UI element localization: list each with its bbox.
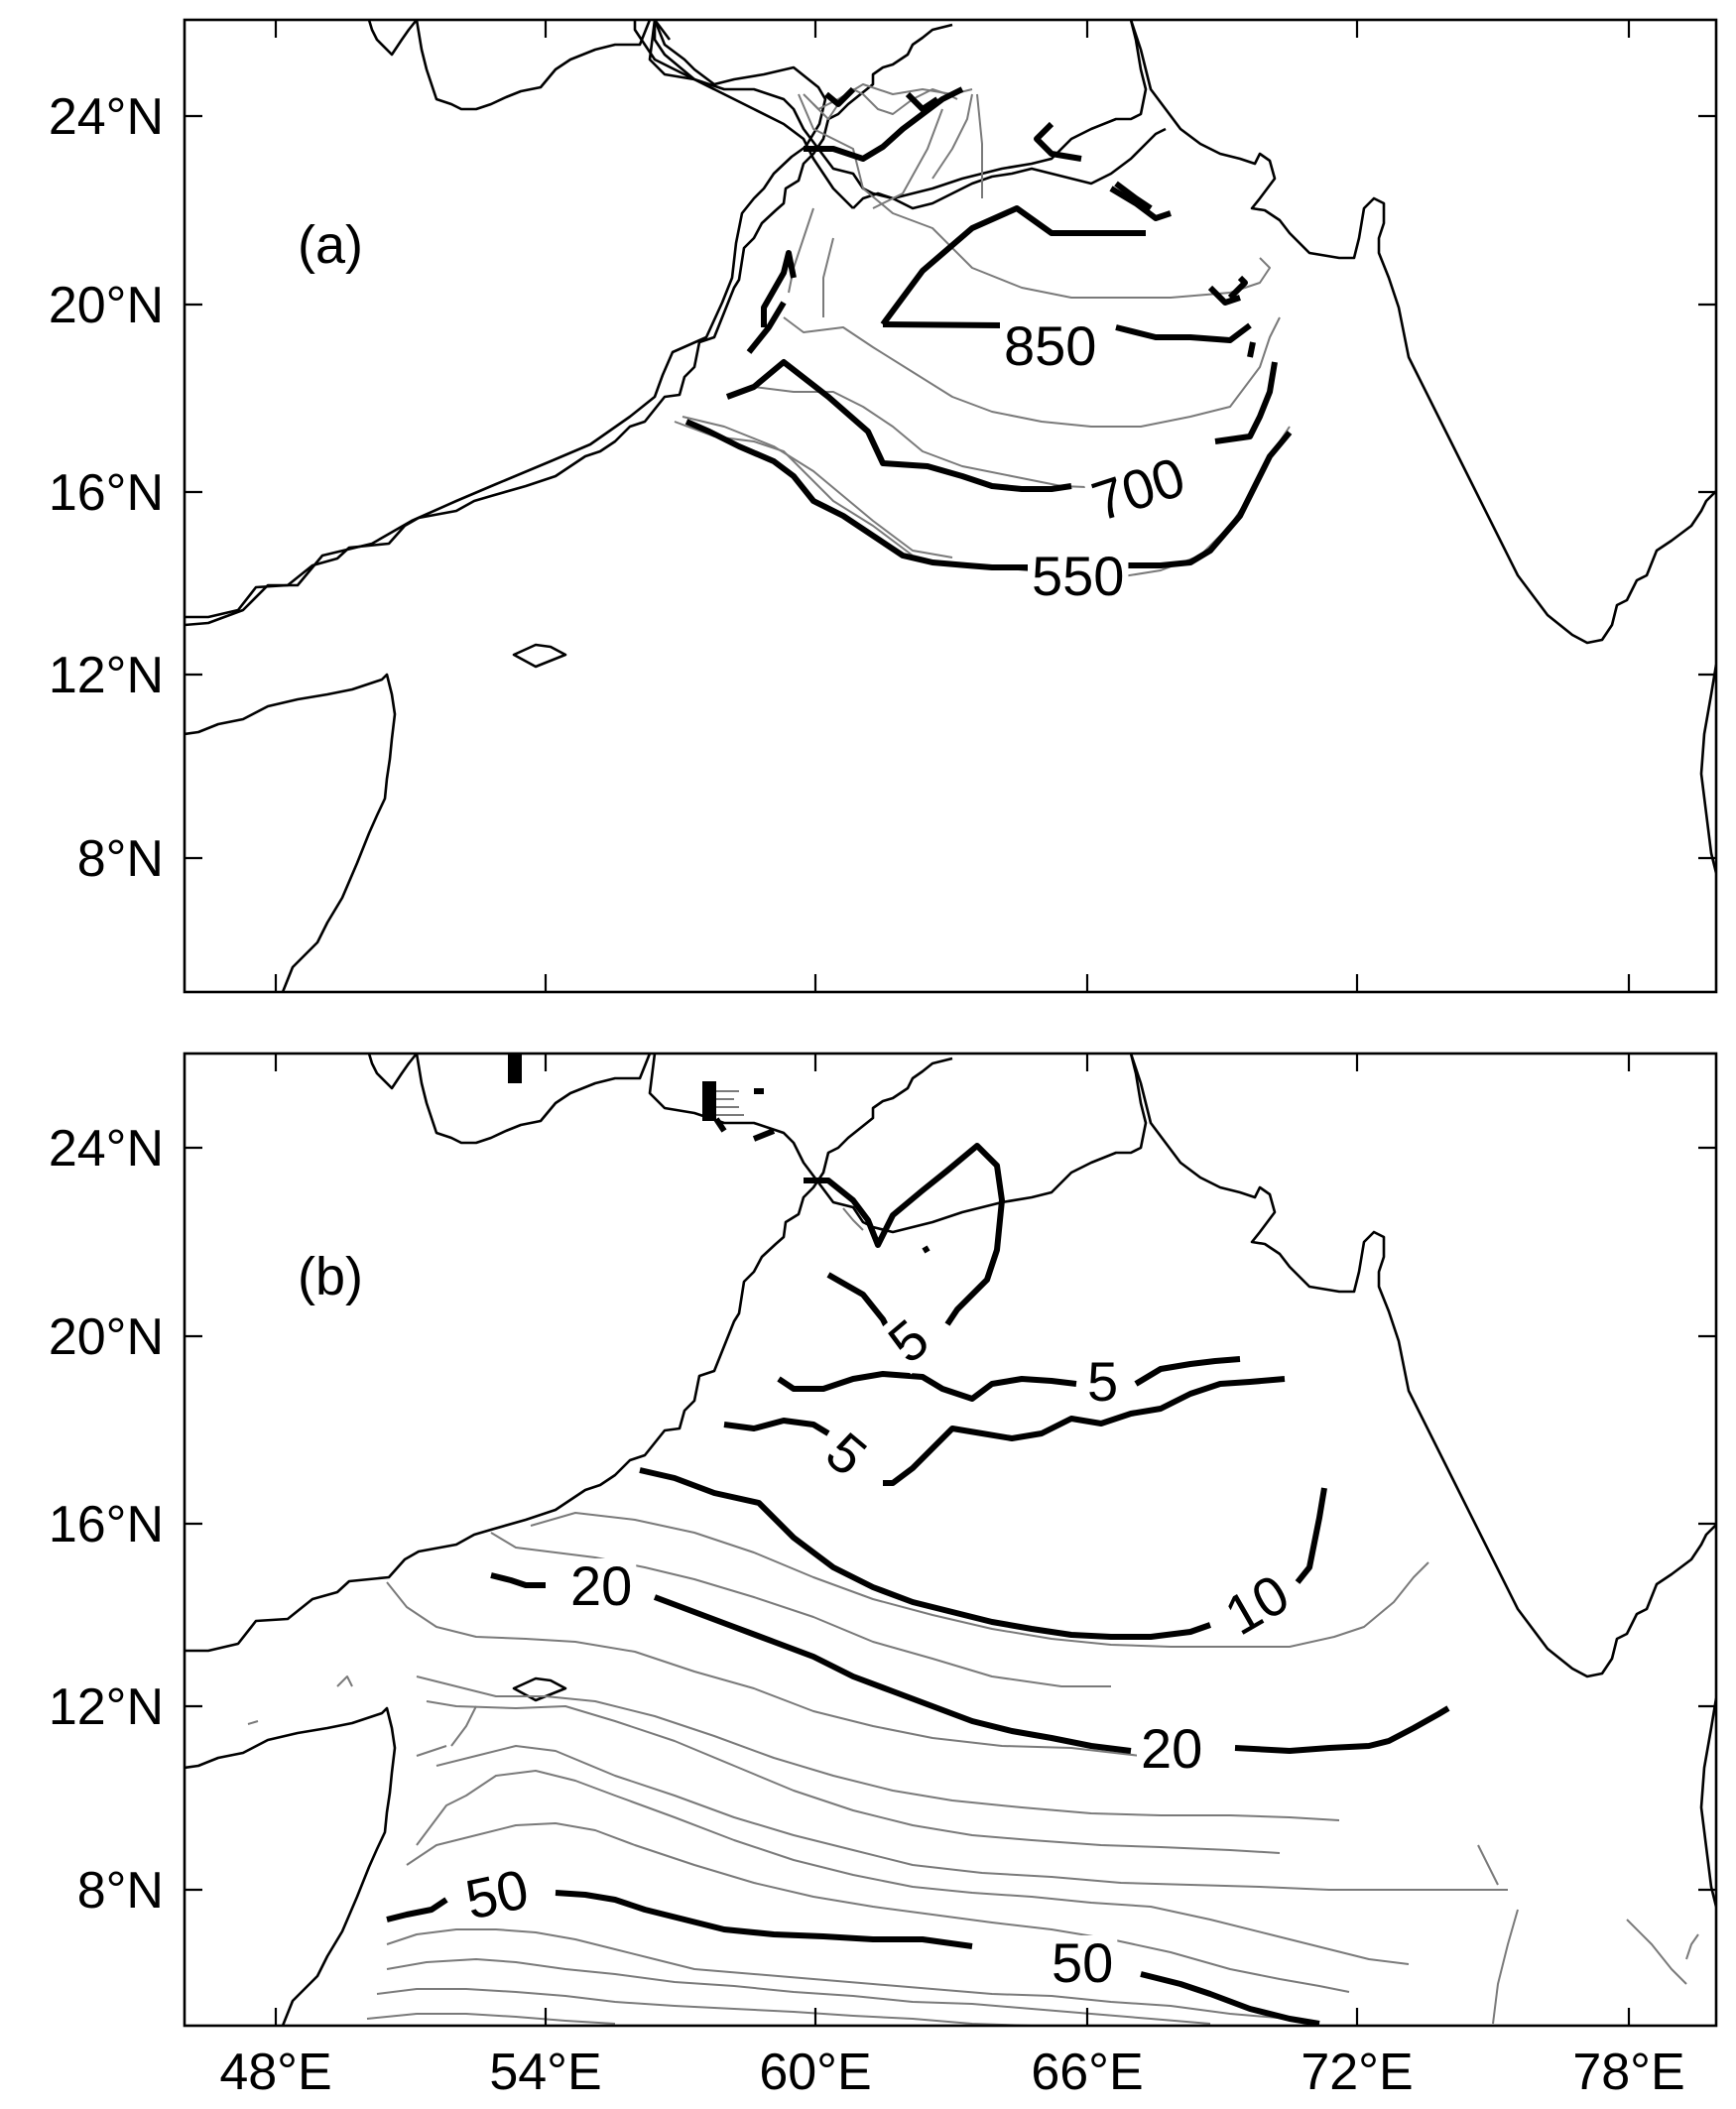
contour-label-halo: [875, 1307, 941, 1375]
panel-a-frame: [183, 18, 1718, 994]
coast-b-india: [1129, 1054, 1716, 1678]
coast-b-africa: [185, 1706, 397, 2026]
y-label-24n-b: 24°N: [49, 1120, 164, 1178]
y-label-16n-a: 16°N: [49, 464, 164, 522]
contours-thick-b: [386, 1088, 1450, 2026]
x-label-72e: 72°E: [1301, 2044, 1413, 2101]
y-label-12n-a: 12°N: [49, 647, 164, 704]
contour-label-halo: [1083, 1354, 1123, 1409]
y-axis-labels-b: 24°N 20°N 16°N 12°N 8°N: [49, 1120, 164, 1920]
y-label-16n-b: 16°N: [49, 1496, 164, 1553]
x-axis-labels: 48°E 54°E 60°E 66°E 72°E 78°E: [219, 2044, 1684, 2101]
coast-a-srilanka: [1699, 664, 1716, 874]
contour-label-halo: [1137, 1721, 1207, 1776]
x-label-60e: 60°E: [759, 2044, 871, 2101]
ticks-a: [185, 20, 1716, 992]
contour-label-5-upper-right: 5: [1087, 1350, 1118, 1413]
x-label-78e: 78°E: [1572, 2044, 1684, 2101]
panel-a-drawing: 850 700 550 (a): [185, 20, 1716, 992]
coast-a-socotra: [512, 643, 567, 669]
contours-thin-a: [674, 83, 1291, 579]
y-label-8n-b: 8°N: [77, 1862, 164, 1920]
x-label-48e: 48°E: [219, 2044, 331, 2101]
y-label-20n-b: 20°N: [49, 1308, 164, 1366]
contour-label-50-left: 50: [460, 1857, 534, 1931]
coast-b-socotra: [512, 1676, 567, 1702]
coast-a-india: [1129, 20, 1716, 645]
contour-label-20-upper: 20: [570, 1554, 632, 1617]
panel-b-drawing: 5 5 5 10 20 20 50 50 (b): [185, 1054, 1716, 2026]
coast-b-srilanka: [1699, 1697, 1716, 1908]
coast-b-gulf: [367, 1054, 652, 1145]
panel-b-frame: [183, 1052, 1718, 2028]
coast-b-iran: [648, 1054, 1148, 1234]
coast-a-africa: [185, 673, 397, 992]
panel-label-a: (a): [298, 215, 363, 275]
contour-label-850: 850: [1004, 314, 1096, 377]
contour-label-halo: [813, 1420, 880, 1488]
contours-thin-b: [247, 1207, 1699, 2026]
contour-label-20-lower: 20: [1141, 1717, 1202, 1780]
coast-a-gulf: [367, 20, 652, 111]
contour-label-halo: [1048, 1935, 1118, 1990]
contour-label-halo: [1028, 549, 1129, 603]
contour-label-halo: [456, 1860, 538, 1928]
contour-label-50-right: 50: [1052, 1931, 1113, 1994]
contours-thick-a: [684, 86, 1293, 570]
contour-label-halo: [566, 1558, 637, 1613]
coast-b-main: [185, 1056, 953, 1653]
contour-label-halo: [1000, 318, 1101, 373]
ticks-b: [185, 1054, 1716, 2026]
contour-label-550: 550: [1032, 545, 1124, 607]
x-label-54e: 54°E: [489, 2044, 601, 2101]
y-label-20n-a: 20°N: [49, 277, 164, 334]
y-label-24n-a: 24°N: [49, 88, 164, 146]
coast-a-iran: [648, 20, 1148, 200]
contour-label-halo: [1081, 446, 1195, 531]
panel-label-b: (b): [298, 1247, 363, 1306]
y-label-12n-b: 12°N: [49, 1678, 164, 1736]
contour-label-halo: [1212, 1562, 1302, 1646]
contour-label-10: 10: [1214, 1562, 1299, 1648]
y-label-8n-a: 8°N: [77, 830, 164, 888]
x-label-66e: 66°E: [1031, 2044, 1143, 2101]
marks-b: [508, 1054, 744, 1121]
contour-label-700: 700: [1084, 444, 1191, 533]
coast-a-main: [185, 23, 953, 619]
y-axis-labels-a: 24°N 20°N 16°N 12°N 8°N: [49, 88, 164, 888]
